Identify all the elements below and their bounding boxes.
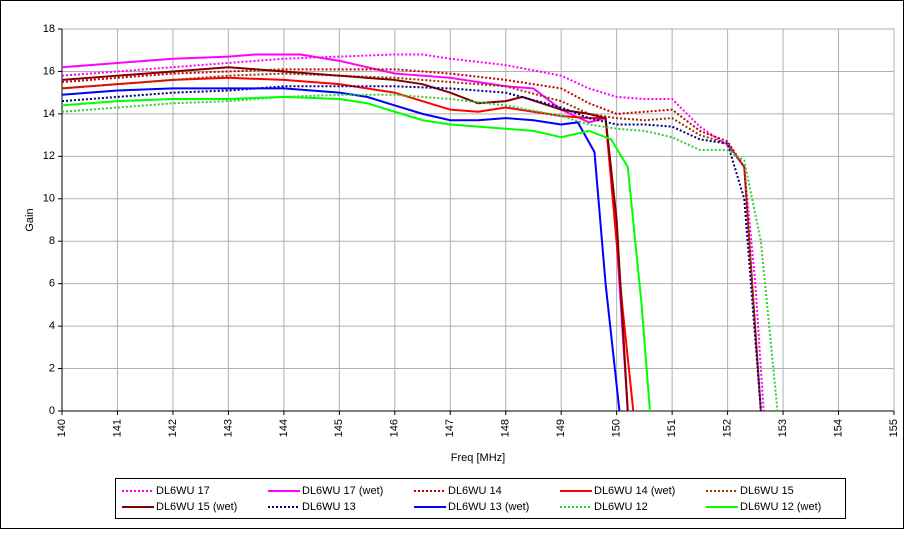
series-line [61,72,762,412]
x-tick-label: 150 [611,419,623,437]
series-line [61,95,651,412]
x-tick-label: 152 [722,419,734,437]
y-tick-label: 12 [43,150,55,162]
series-line [61,53,629,412]
legend-box [115,478,846,519]
legend-label: DL6WU 14 [448,485,502,497]
y-tick-label: 4 [49,320,55,332]
y-tick-label: 10 [43,193,55,205]
x-tick-label: 155 [888,419,900,437]
y-tick-label: 2 [49,362,55,374]
x-tick-label: 145 [333,419,345,437]
legend-label: DL6WU 14 (wet) [594,485,675,497]
x-tick-label: 144 [278,419,290,437]
legend-label: DL6WU 13 (wet) [448,501,529,513]
legend-label: DL6WU 15 [740,485,794,497]
x-tick-label: 148 [500,419,512,437]
x-tick-label: 143 [222,419,234,437]
x-tick-label: 153 [777,419,789,437]
legend-label: DL6WU 17 (wet) [302,485,383,497]
legend-label: DL6WU 17 [156,485,210,497]
series-line [61,85,762,412]
x-tick-label: 146 [389,419,401,437]
y-axis-label: Gain [24,208,36,231]
series-line [61,76,635,412]
series-line [61,93,779,412]
plot-area [61,28,895,412]
y-tick-label: 16 [43,65,55,77]
x-tick-label: 147 [444,419,456,437]
series-line [61,53,765,412]
x-tick-label: 142 [167,419,179,437]
legend-label: DL6WU 13 [302,501,356,513]
x-tick-label: 151 [666,419,678,437]
y-tick-label: 6 [49,278,55,290]
y-tick-label: 18 [43,23,55,35]
x-tick-label: 141 [111,419,123,437]
y-tick-label: 8 [49,235,55,247]
x-tick-label: 149 [555,419,567,437]
legend-label: DL6WU 15 (wet) [156,501,237,513]
legend-label: DL6WU 12 [594,501,648,513]
y-tick-label: 0 [49,405,55,417]
legend-label: DL6WU 12 (wet) [740,501,821,513]
x-axis-label: Freq [MHz] [451,452,505,464]
x-tick-label: 154 [832,419,844,437]
series-line [61,87,621,412]
x-tick-label: 140 [56,419,68,437]
series-line [61,68,762,412]
series-line [61,66,629,412]
y-tick-label: 14 [43,108,55,120]
